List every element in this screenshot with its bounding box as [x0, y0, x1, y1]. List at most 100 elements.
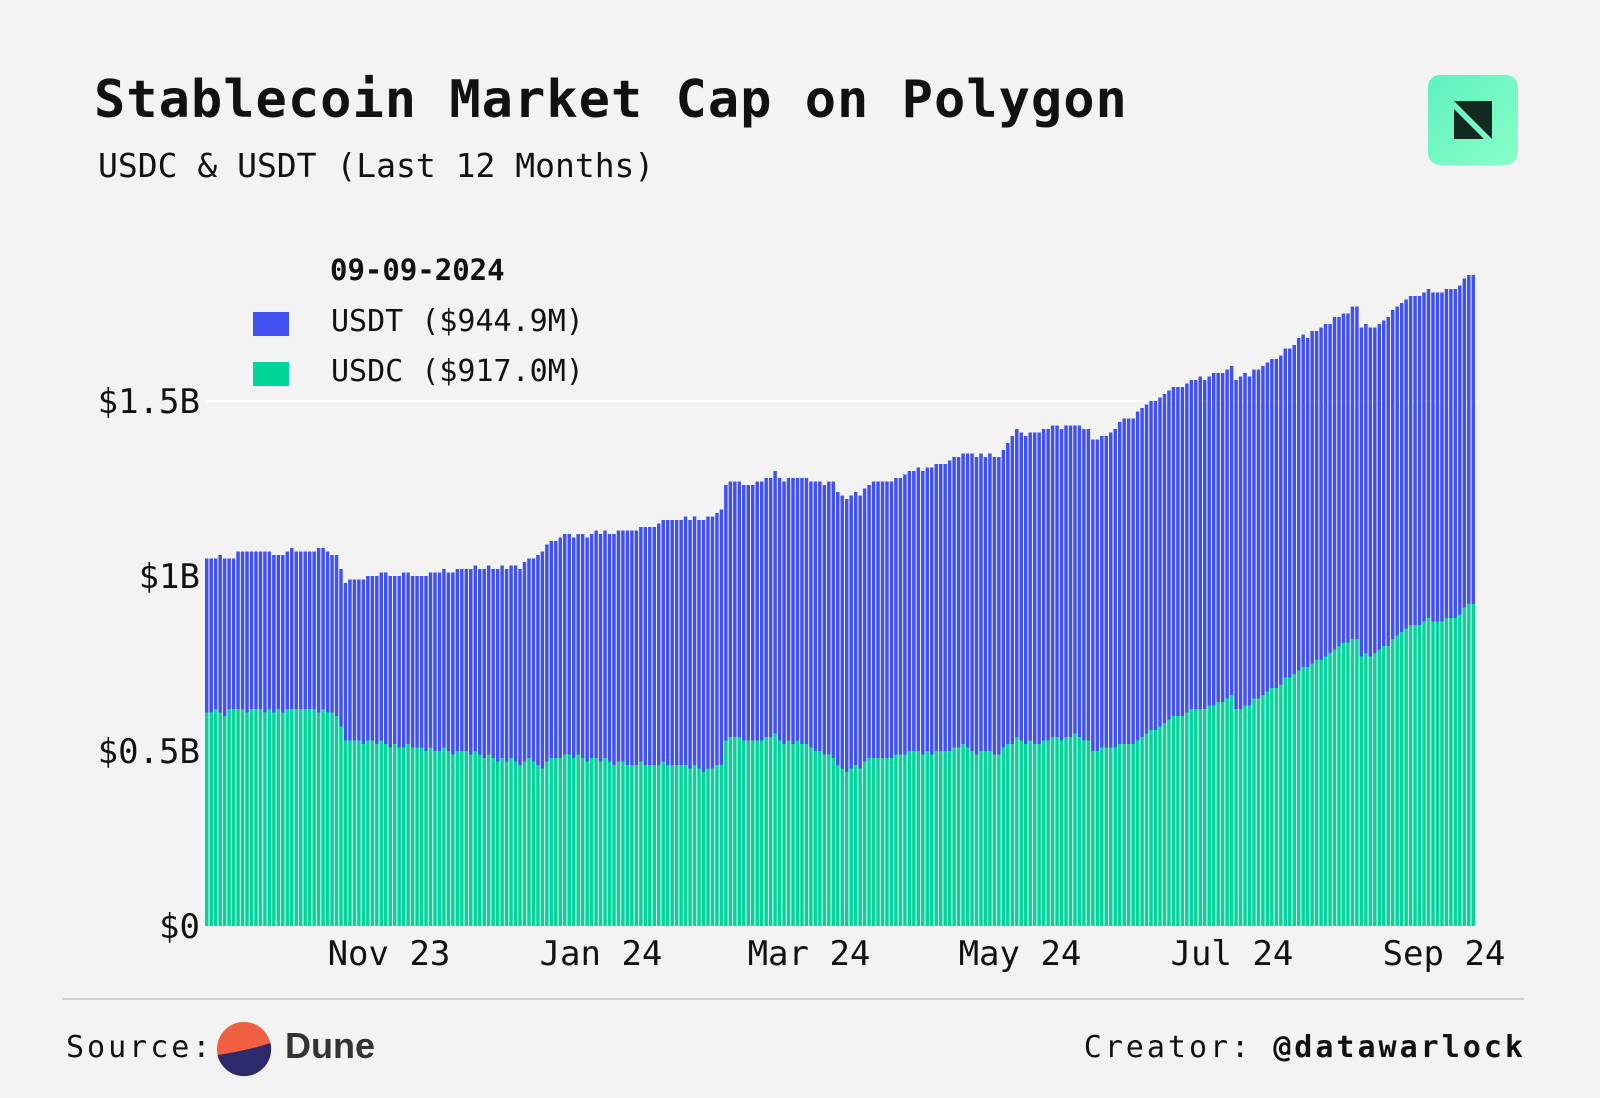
- bar-usdc: [285, 709, 290, 926]
- bar-usdc: [867, 758, 871, 926]
- bar-usdc: [384, 744, 388, 926]
- bar-usdt: [1426, 289, 1431, 618]
- bar-usdc: [272, 712, 276, 926]
- bar-usdt: [1279, 355, 1283, 685]
- bar-usdc: [728, 737, 733, 926]
- bar-usdt: [858, 495, 862, 769]
- bar-usdt: [670, 520, 674, 765]
- bar-usdt: [366, 576, 370, 741]
- bar-usdt: [1207, 376, 1211, 706]
- footer-divider: [62, 998, 1524, 1000]
- bar-usdc: [388, 747, 392, 926]
- bar-usdc: [209, 712, 213, 926]
- bar-usdc: [983, 751, 988, 926]
- bar-usdt: [634, 530, 639, 765]
- bar-usdc: [321, 709, 325, 926]
- bar-usdc: [1203, 709, 1207, 926]
- bar-usdc: [1167, 719, 1171, 926]
- bar-usdc: [1440, 621, 1444, 926]
- bar-usdc: [540, 768, 545, 926]
- bar-usdc: [343, 740, 348, 926]
- bar-usdt: [1001, 450, 1006, 748]
- bar-usdc: [782, 744, 786, 926]
- bar-usdc: [227, 709, 231, 926]
- x-tick-label: May 24: [959, 934, 1082, 974]
- bar-usdt: [451, 572, 455, 755]
- bar-usdt: [1453, 289, 1458, 618]
- bar-usdc: [688, 768, 692, 926]
- bar-usdc: [800, 744, 804, 926]
- bar-usdt: [469, 569, 473, 755]
- bar-usdc: [598, 761, 603, 926]
- bar-usdc: [536, 765, 540, 926]
- bar-usdt: [1458, 285, 1462, 615]
- bar-usdt: [410, 576, 415, 748]
- dune-wordmark[interactable]: Dune: [285, 1025, 375, 1066]
- bar-usdc: [1435, 621, 1440, 926]
- bar-usdc: [844, 772, 849, 926]
- bar-usdt: [361, 579, 366, 744]
- bar-usdc: [1426, 618, 1431, 926]
- bar-usdt: [1444, 289, 1449, 618]
- bar-usdt: [1449, 289, 1453, 618]
- bar-usdc: [862, 761, 867, 926]
- bar-usdt: [527, 558, 531, 758]
- bar-usdc: [473, 751, 477, 926]
- bar-usdt: [1359, 327, 1364, 657]
- creator-handle[interactable]: @datawarlock: [1273, 1030, 1526, 1065]
- bar-usdt: [1203, 380, 1207, 709]
- bar-usdc: [1243, 705, 1247, 926]
- bar-usdc: [1458, 614, 1462, 926]
- bar-usdt: [786, 478, 791, 741]
- bar-usdt: [249, 551, 254, 709]
- y-tick-label: $0: [159, 907, 200, 947]
- bar-usdc: [925, 751, 930, 926]
- chart-subtitle: USDC & USDT (Last 12 Months): [98, 146, 655, 185]
- bar-usdt: [661, 520, 665, 762]
- bar-usdc: [1153, 730, 1158, 926]
- bar-usdc: [674, 765, 679, 926]
- bar-usdt: [1131, 418, 1135, 744]
- bar-usdc: [876, 758, 880, 926]
- bar-usdc: [947, 751, 952, 926]
- bar-usdc: [930, 754, 934, 926]
- bar-usdc: [558, 758, 563, 926]
- bar-usdt: [974, 457, 979, 755]
- bar-usdt: [657, 523, 661, 765]
- bar-usdc: [831, 758, 836, 926]
- bar-usdt: [979, 453, 983, 751]
- bar-usdt: [849, 495, 853, 769]
- bar-usdc: [1095, 751, 1100, 926]
- bar-usdc: [249, 709, 254, 926]
- legend-date: 09-09-2024: [330, 253, 505, 287]
- bar-usdt: [885, 481, 889, 758]
- bar-usdc: [1229, 695, 1234, 926]
- bar-usdt: [1050, 425, 1055, 737]
- bar-usdc: [1234, 709, 1238, 926]
- bar-usdc: [1431, 621, 1435, 926]
- bar-usdc: [218, 712, 222, 926]
- bar-usdt: [992, 457, 997, 755]
- bar-usdc: [1109, 747, 1113, 926]
- bar-usdt: [827, 481, 831, 755]
- bar-usdt: [983, 457, 988, 751]
- bar-usdc: [1386, 646, 1390, 926]
- creator-label: Creator:: [1083, 1030, 1253, 1065]
- bar-usdt: [988, 453, 992, 751]
- bar-usdc: [495, 761, 500, 926]
- bar-usdt: [1041, 429, 1046, 741]
- bar-usdt: [809, 481, 813, 748]
- y-axis-ticks: $0 $0.5B $1B $1.5B: [98, 382, 200, 947]
- bar-usdt: [1341, 313, 1346, 643]
- bar-usdt: [750, 485, 755, 741]
- bar-usdt: [1073, 425, 1077, 734]
- bar-usdt: [1100, 436, 1104, 748]
- bar-usdc: [1122, 744, 1126, 926]
- bar-usdt: [325, 551, 330, 713]
- bar-usdc: [907, 751, 912, 926]
- bar-usdt: [518, 569, 522, 765]
- bar-usdt: [1015, 429, 1019, 737]
- bar-usdt: [1153, 401, 1158, 730]
- bar-usdt: [1180, 387, 1185, 716]
- bar-usdc: [1355, 639, 1359, 926]
